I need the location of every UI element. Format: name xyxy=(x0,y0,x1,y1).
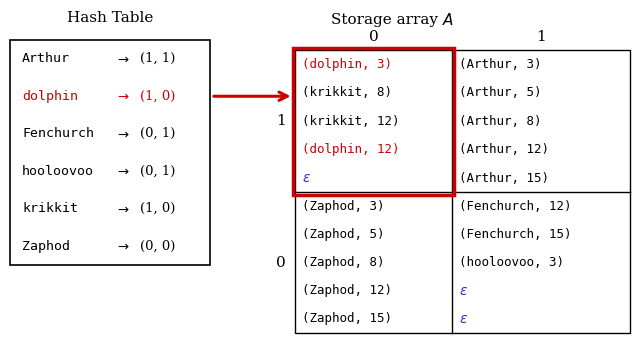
Text: Storage array: Storage array xyxy=(330,13,442,27)
Text: 1: 1 xyxy=(536,30,546,44)
Text: (Zaphod, 5): (Zaphod, 5) xyxy=(302,228,385,241)
Text: (Zaphod, 12): (Zaphod, 12) xyxy=(302,284,392,297)
Text: (0, 1): (0, 1) xyxy=(140,127,175,140)
Text: (1, 0): (1, 0) xyxy=(140,90,175,103)
Text: (Arthur, 3): (Arthur, 3) xyxy=(459,58,541,71)
Text: $\rightarrow$: $\rightarrow$ xyxy=(115,202,130,215)
Text: (Arthur, 8): (Arthur, 8) xyxy=(459,115,541,128)
Text: (Fenchurch, 15): (Fenchurch, 15) xyxy=(459,228,572,241)
Text: hooloovoo: hooloovoo xyxy=(22,165,94,178)
Text: (dolphin, 3): (dolphin, 3) xyxy=(302,58,392,71)
Text: (Arthur, 15): (Arthur, 15) xyxy=(459,172,548,185)
Text: Zaphod: Zaphod xyxy=(22,240,70,253)
Text: (Arthur, 5): (Arthur, 5) xyxy=(459,86,541,99)
Text: $\rightarrow$: $\rightarrow$ xyxy=(115,90,130,103)
Text: (0, 1): (0, 1) xyxy=(140,165,175,178)
Text: 0: 0 xyxy=(276,256,286,270)
Bar xyxy=(292,48,454,195)
Text: $A$: $A$ xyxy=(442,12,454,28)
Text: (Arthur, 12): (Arthur, 12) xyxy=(459,143,548,156)
Text: 0: 0 xyxy=(369,30,378,44)
Text: (Zaphod, 3): (Zaphod, 3) xyxy=(302,200,385,213)
Text: krikkit: krikkit xyxy=(22,202,78,215)
Bar xyxy=(10,40,210,265)
Text: (krikkit, 12): (krikkit, 12) xyxy=(302,115,399,128)
Text: (Zaphod, 15): (Zaphod, 15) xyxy=(302,312,392,325)
Text: dolphin: dolphin xyxy=(22,90,78,103)
Text: (1, 0): (1, 0) xyxy=(140,202,175,215)
Text: $\varepsilon$: $\varepsilon$ xyxy=(459,312,468,326)
Text: Arthur: Arthur xyxy=(22,52,70,65)
Text: (0, 0): (0, 0) xyxy=(140,240,175,253)
Text: $\rightarrow$: $\rightarrow$ xyxy=(115,165,130,178)
Text: (1, 1): (1, 1) xyxy=(140,52,175,65)
Text: (dolphin, 12): (dolphin, 12) xyxy=(302,143,399,156)
Text: (krikkit, 8): (krikkit, 8) xyxy=(302,86,392,99)
Text: (Fenchurch, 12): (Fenchurch, 12) xyxy=(459,200,572,213)
Text: $\rightarrow$: $\rightarrow$ xyxy=(115,127,130,140)
Text: $\varepsilon$: $\varepsilon$ xyxy=(302,171,311,185)
Text: Hash Table: Hash Table xyxy=(67,11,153,25)
Text: 1: 1 xyxy=(276,114,286,128)
Text: $\rightarrow$: $\rightarrow$ xyxy=(115,52,130,65)
Text: (hooloovoo, 3): (hooloovoo, 3) xyxy=(459,256,564,269)
Text: $\varepsilon$: $\varepsilon$ xyxy=(459,284,468,298)
Bar xyxy=(295,50,630,333)
Text: $\rightarrow$: $\rightarrow$ xyxy=(115,240,130,253)
Text: (Zaphod, 8): (Zaphod, 8) xyxy=(302,256,385,269)
Text: Fenchurch: Fenchurch xyxy=(22,127,94,140)
